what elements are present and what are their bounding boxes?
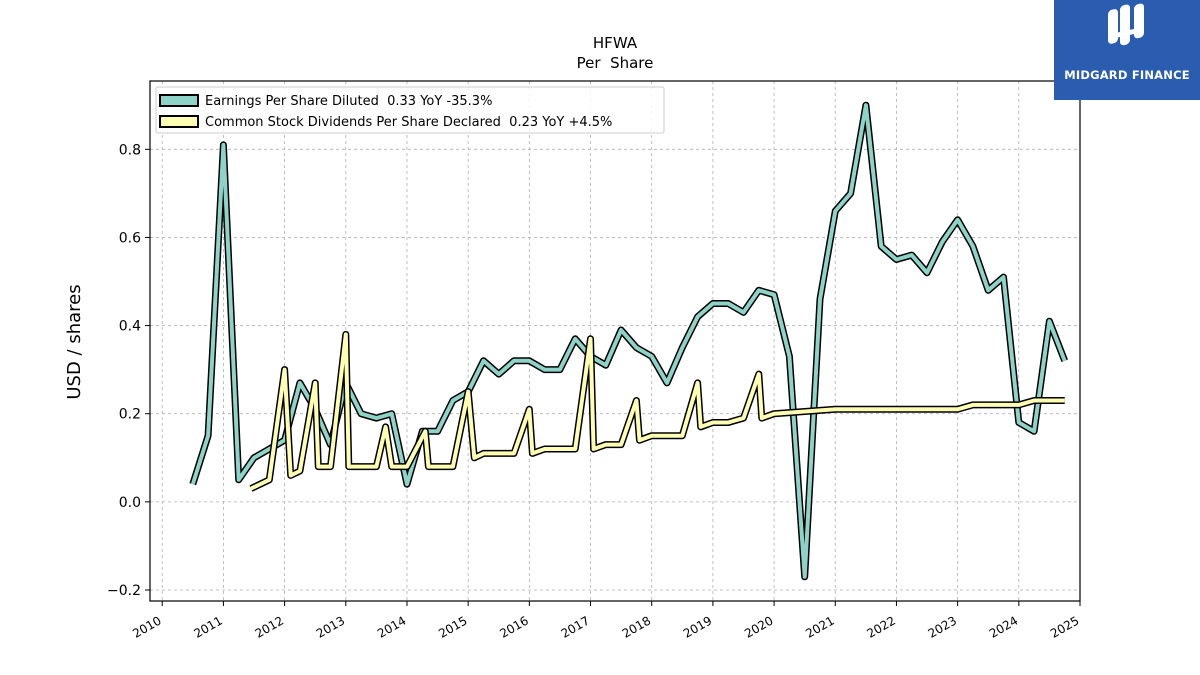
- y-tick-label: 0.0: [119, 495, 141, 511]
- legend: Earnings Per Share Diluted 0.33 YoY -35.…: [155, 86, 665, 134]
- x-tick-label: 2011: [191, 613, 224, 640]
- y-tick-label: −0.2: [107, 583, 141, 599]
- x-tick-label: 2019: [681, 613, 714, 640]
- chart-title: HFWA: [593, 34, 638, 52]
- x-tick-label: 2020: [742, 613, 775, 640]
- x-tick-label: 2023: [926, 613, 959, 640]
- y-tick-label: 0.4: [119, 319, 141, 335]
- y-tick-label: 0.8: [119, 142, 141, 158]
- y-axis-ticks: −0.2 0.0 0.2 0.4 0.6 0.8: [107, 142, 150, 599]
- y-tick-label: 0.2: [119, 407, 141, 423]
- x-axis-ticks: 2010 2011 2012 2013 2014 2015 2016 2017 2018 2019…: [130, 601, 1082, 641]
- x-tick-label: 2025: [1048, 613, 1081, 640]
- series-2: [249, 330, 1065, 492]
- logo-text: MIDGARD FINANCE: [1064, 68, 1190, 82]
- x-tick-label: 2022: [864, 613, 897, 640]
- x-tick-label: 2012: [253, 613, 286, 640]
- x-tick-label: 2010: [130, 613, 163, 640]
- series-2-line: [250, 332, 1065, 491]
- chart-subtitle: Per Share: [577, 54, 654, 72]
- x-tick-label: 2024: [987, 613, 1020, 640]
- x-tick-label: 2013: [314, 613, 347, 640]
- x-tick-label: 2018: [620, 613, 653, 640]
- y-tick-label: 0.6: [119, 230, 141, 246]
- legend-swatch: [159, 94, 199, 107]
- legend-swatch: [159, 115, 199, 128]
- midgard-logo-icon: [1108, 3, 1144, 46]
- series-1: [189, 101, 1068, 581]
- series-1-line: [190, 103, 1067, 579]
- grid: [150, 81, 1081, 601]
- x-tick-label: 2017: [559, 613, 592, 640]
- legend-frame: [155, 86, 665, 134]
- x-tick-label: 2021: [803, 613, 836, 640]
- x-tick-label: 2015: [436, 613, 469, 640]
- legend-label: Common Stock Dividends Per Share Declare…: [205, 115, 612, 130]
- series-layer: [189, 101, 1068, 581]
- x-tick-label: 2014: [375, 613, 408, 640]
- brand-logo: MIDGARD FINANCE: [1054, 0, 1200, 100]
- legend-label: Earnings Per Share Diluted 0.33 YoY -35.…: [205, 94, 492, 109]
- x-tick-label: 2016: [497, 613, 530, 640]
- plot-frame: [149, 80, 1081, 602]
- y-axis-label: USD / shares: [64, 284, 85, 399]
